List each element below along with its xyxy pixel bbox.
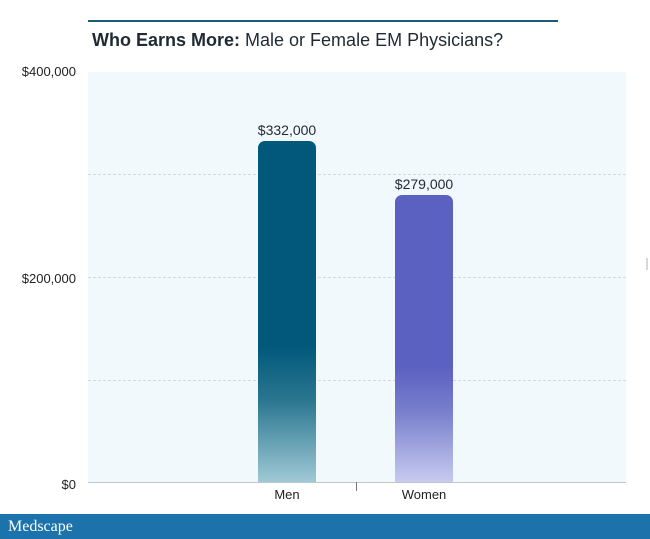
gridline bbox=[88, 174, 626, 175]
chart-title-bold: Who Earns More: bbox=[92, 30, 241, 50]
y-tick-label-0: $0 bbox=[61, 477, 76, 492]
data-label-men: $332,000 bbox=[257, 121, 317, 138]
x-axis-tick bbox=[356, 482, 357, 491]
footer-bar: Medscape bbox=[0, 514, 650, 539]
data-label-women: $279,000 bbox=[394, 176, 454, 193]
gridline bbox=[88, 380, 626, 381]
chart-title-rest: Male or Female EM Physicians? bbox=[245, 30, 504, 50]
y-tick-label-400000: $400,000 bbox=[21, 64, 76, 79]
gridline bbox=[88, 277, 626, 278]
bar-women bbox=[395, 195, 453, 482]
medscape-logo: Medscape bbox=[8, 518, 73, 535]
title-rule bbox=[88, 20, 558, 22]
x-tick-label-men: Men bbox=[274, 487, 300, 502]
x-axis-baseline bbox=[88, 482, 626, 483]
bar-men bbox=[258, 140, 316, 482]
chart-title: Who Earns More: Male or Female EM Physic… bbox=[92, 29, 503, 51]
y-tick-label-200000: $200,000 bbox=[21, 271, 76, 286]
edge-mark bbox=[646, 258, 648, 270]
x-tick-label-women: Women bbox=[401, 487, 447, 502]
